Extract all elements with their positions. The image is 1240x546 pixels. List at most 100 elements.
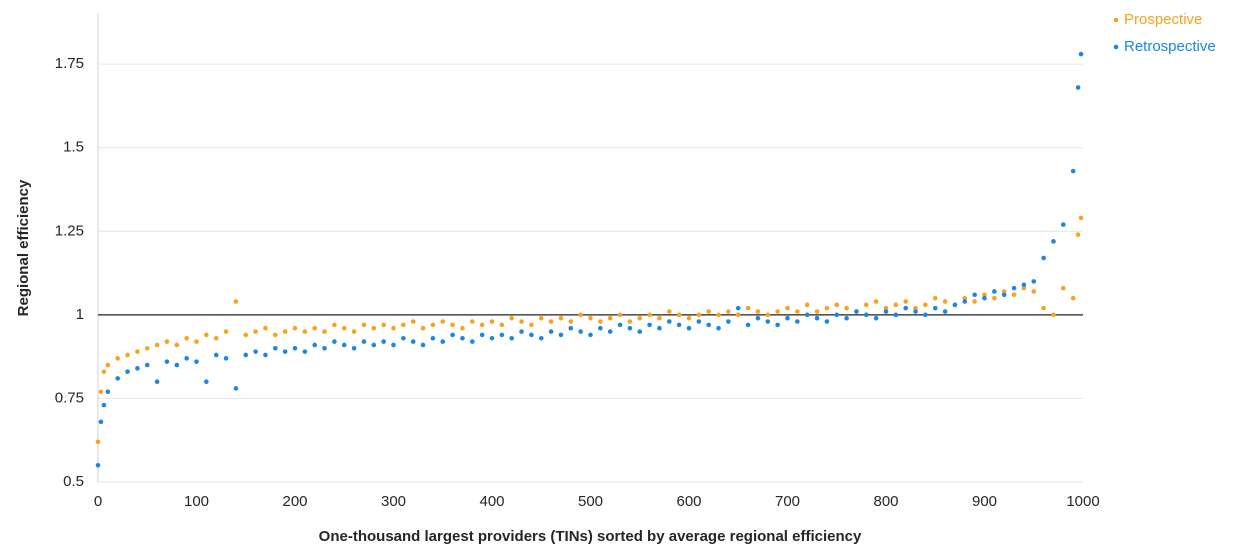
scatter-point — [351, 345, 357, 351]
scatter-point — [538, 335, 544, 341]
scatter-point — [430, 335, 436, 341]
scatter-point — [834, 302, 840, 308]
scatter-point — [410, 339, 416, 344]
scatter-point — [992, 289, 997, 294]
scatter-point — [538, 315, 544, 321]
y-tick-label: 0.5 — [63, 473, 84, 490]
scatter-point — [804, 302, 810, 308]
y-tick-label: 1.75 — [55, 55, 84, 72]
scatter-point — [765, 312, 771, 318]
scatter-point — [578, 329, 583, 334]
scatter-point — [588, 315, 593, 321]
scatter-point — [568, 319, 574, 324]
scatter-point — [676, 312, 682, 318]
scatter-point — [726, 319, 731, 324]
scatter-point — [942, 299, 948, 304]
scatter-point — [302, 349, 308, 354]
scatter-point — [430, 322, 436, 328]
scatter-point — [253, 349, 258, 354]
scatter-point — [1078, 215, 1084, 221]
scatter-point — [263, 352, 268, 358]
scatter-point — [696, 319, 702, 324]
scatter-point — [144, 362, 150, 368]
scatter-point — [194, 339, 199, 344]
scatter-point — [164, 359, 170, 364]
scatter-point — [824, 319, 830, 324]
scatter-point — [1021, 285, 1027, 291]
scatter-point — [795, 319, 800, 324]
scatter-point — [1001, 289, 1007, 294]
scatter-point — [440, 339, 446, 344]
scatter-point — [273, 332, 278, 338]
scatter-point — [391, 325, 396, 331]
scatter-point — [243, 352, 249, 358]
scatter-point — [1011, 285, 1017, 291]
legend-marker — [1113, 17, 1119, 23]
scatter-point — [864, 312, 869, 318]
scatter-point — [322, 329, 327, 334]
scatter-point — [292, 325, 298, 331]
scatter-point — [135, 349, 140, 354]
x-tick-label: 600 — [676, 493, 701, 510]
scatter-point — [932, 295, 938, 301]
scatter-point — [775, 322, 780, 328]
scatter-point — [420, 325, 426, 331]
scatter-point — [282, 349, 288, 354]
scatter-point — [460, 335, 465, 341]
scatter-point — [1075, 232, 1081, 237]
scatter-point — [548, 329, 554, 334]
scatter-point — [509, 335, 514, 341]
scatter-point — [844, 315, 849, 321]
scatter-point — [972, 292, 977, 298]
scatter-point — [164, 339, 170, 344]
y-tick-label: 0.75 — [55, 389, 84, 406]
scatter-point — [1075, 85, 1081, 90]
legend-marker — [1113, 44, 1119, 50]
scatter-point — [115, 376, 120, 381]
scatter-point — [992, 295, 997, 301]
scatter-point — [883, 305, 889, 311]
scatter-point — [942, 309, 948, 314]
scatter-point — [952, 302, 958, 308]
scatter-point — [883, 309, 889, 314]
scatter-point — [667, 319, 672, 324]
scatter-point — [558, 315, 564, 321]
scatter-point — [706, 309, 711, 314]
scatter-point — [479, 322, 485, 328]
scatter-point — [647, 322, 652, 328]
scatter-point — [814, 315, 820, 321]
scatter-point — [361, 339, 367, 344]
scatter-point — [105, 362, 111, 368]
scatter-point — [509, 315, 514, 321]
legend-label: Retrospective — [1124, 38, 1216, 55]
scatter-point — [125, 369, 130, 374]
scatter-point — [243, 332, 249, 338]
scatter-point — [627, 319, 633, 324]
scatter-point — [174, 362, 180, 368]
scatter-point — [765, 319, 771, 324]
scatter-point — [410, 319, 416, 324]
scatter-point — [332, 339, 337, 344]
scatter-point — [814, 309, 820, 314]
scatter-point — [893, 302, 899, 308]
scatter-point — [460, 325, 465, 331]
scatter-point — [184, 335, 189, 341]
scatter-point — [696, 312, 702, 318]
scatter-point — [903, 305, 908, 311]
scatter-point — [312, 325, 318, 331]
scatter-point — [371, 325, 377, 331]
scatter-point — [795, 309, 800, 314]
scatter-point — [223, 329, 229, 334]
scatter-point — [1061, 222, 1066, 227]
scatter-point — [824, 305, 830, 311]
scatter-point — [598, 319, 603, 324]
scatter-point — [1001, 292, 1007, 298]
scatter-point — [213, 335, 219, 341]
x-tick-label: 400 — [479, 493, 504, 510]
scatter-point — [302, 329, 308, 334]
scatter-point — [312, 342, 318, 348]
scatter-point — [253, 329, 258, 334]
scatter-point — [617, 322, 623, 328]
scatter-point — [637, 315, 643, 321]
